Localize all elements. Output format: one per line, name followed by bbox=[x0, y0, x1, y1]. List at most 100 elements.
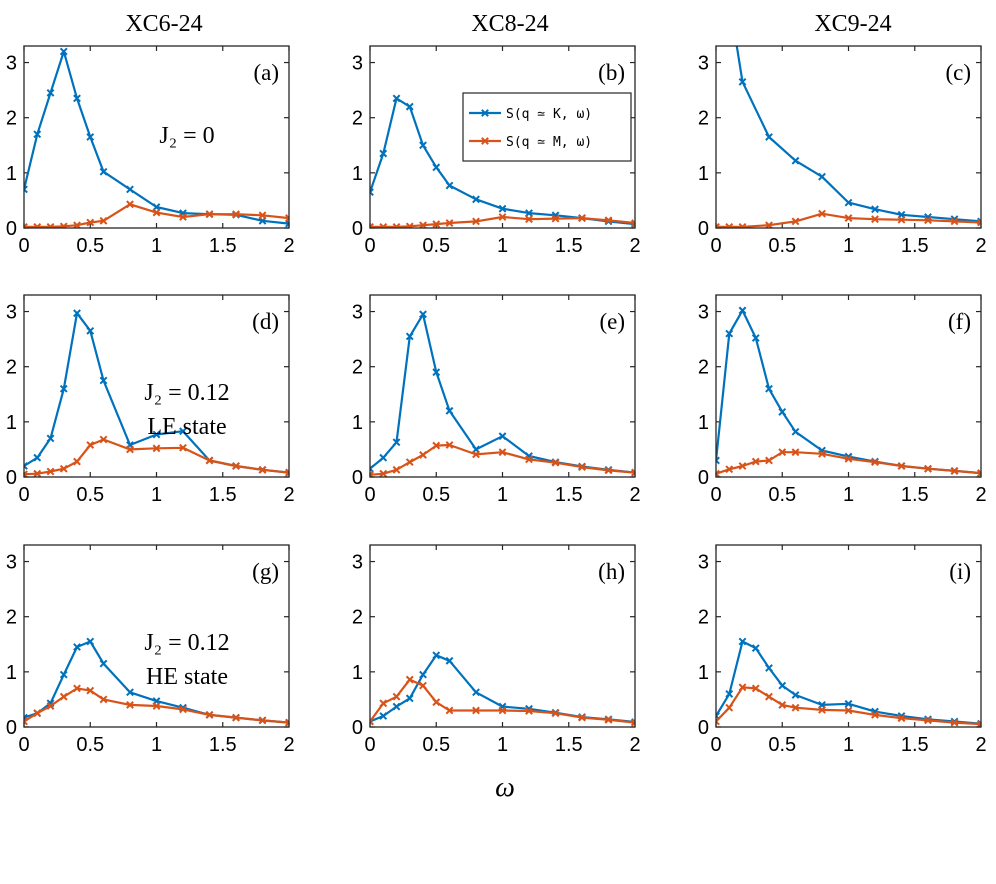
data-point bbox=[498, 204, 507, 213]
data-point bbox=[778, 701, 787, 709]
y-tick-label: 2 bbox=[6, 357, 17, 379]
data-point bbox=[86, 326, 95, 335]
x-tick-label: 2 bbox=[629, 734, 640, 756]
x-tick-label: 0.5 bbox=[76, 484, 104, 506]
data-point bbox=[258, 465, 267, 474]
x-tick-label: 0 bbox=[18, 734, 29, 756]
panel-annotation: J₂ = 0 bbox=[159, 123, 214, 149]
x-tick-label: 1 bbox=[843, 484, 854, 506]
data-point bbox=[46, 222, 55, 228]
x-tick-label: 0.5 bbox=[768, 484, 796, 506]
series-M bbox=[716, 683, 981, 727]
data-point bbox=[977, 218, 981, 227]
x-tick-label: 2 bbox=[975, 484, 986, 506]
data-point bbox=[738, 462, 747, 470]
series-M bbox=[24, 435, 289, 477]
y-tick-label: 3 bbox=[352, 53, 363, 75]
series-line bbox=[716, 212, 981, 228]
data-point bbox=[86, 686, 95, 695]
series-line bbox=[716, 451, 981, 475]
panel-label: (b) bbox=[598, 60, 625, 85]
data-point bbox=[59, 692, 68, 701]
data-point bbox=[818, 172, 826, 181]
x-tick-label: 1 bbox=[497, 734, 508, 756]
panel-b: 0 0.5 1 1.5 2 0 1 2 3 (b) S(q ≃ K, ω) S(q ≃ M, ω) bbox=[352, 45, 641, 257]
y-tick-label: 1 bbox=[352, 662, 363, 684]
x-tick-label: 1.5 bbox=[901, 235, 929, 257]
data-point bbox=[285, 214, 289, 222]
data-point bbox=[498, 448, 507, 457]
data-point bbox=[405, 694, 414, 703]
data-point bbox=[370, 464, 374, 473]
data-point bbox=[99, 167, 108, 176]
data-point bbox=[778, 681, 787, 690]
panel-annotation: J₂ = 0.12 bbox=[144, 380, 229, 406]
data-point bbox=[445, 406, 454, 415]
data-point bbox=[432, 220, 441, 228]
x-tick-label: 0 bbox=[710, 235, 721, 257]
data-point bbox=[24, 185, 28, 194]
data-point bbox=[33, 469, 42, 477]
data-point bbox=[33, 222, 42, 228]
x-tick-label: 0 bbox=[18, 484, 29, 506]
data-point bbox=[791, 448, 800, 457]
data-point bbox=[285, 718, 289, 727]
data-point bbox=[498, 432, 507, 441]
data-point bbox=[24, 462, 28, 470]
data-point bbox=[379, 222, 388, 228]
series-M bbox=[24, 684, 289, 727]
data-point bbox=[46, 702, 55, 710]
data-point bbox=[59, 384, 68, 393]
legend-marker bbox=[481, 109, 489, 117]
data-point bbox=[604, 715, 613, 724]
data-point bbox=[419, 451, 427, 459]
data-point bbox=[844, 198, 853, 207]
x-tick-label: 1.5 bbox=[209, 235, 237, 257]
x-tick-label: 0.5 bbox=[422, 235, 450, 257]
data-point bbox=[370, 188, 374, 197]
data-point bbox=[738, 306, 747, 315]
axes-frame bbox=[369, 294, 636, 478]
legend: S(q ≃ K, ω) S(q ≃ M, ω) bbox=[462, 92, 632, 162]
data-point bbox=[179, 213, 187, 221]
panel-label: (d) bbox=[252, 309, 279, 334]
x-tick-label: 1.5 bbox=[901, 734, 929, 756]
axes-frame bbox=[715, 544, 982, 728]
x-tick-label: 0.5 bbox=[422, 734, 450, 756]
plot-area bbox=[24, 295, 289, 477]
series-M bbox=[716, 448, 981, 477]
x-tick-label: 2 bbox=[975, 734, 986, 756]
series-line bbox=[370, 215, 635, 228]
y-tick-label: 3 bbox=[352, 552, 363, 574]
data-point bbox=[791, 217, 800, 226]
data-point bbox=[716, 456, 720, 465]
data-point bbox=[419, 670, 427, 679]
y-tick-label: 2 bbox=[6, 108, 17, 130]
data-point bbox=[738, 222, 747, 228]
data-point bbox=[205, 210, 214, 219]
data-point bbox=[525, 215, 533, 224]
data-point bbox=[578, 214, 586, 222]
data-point bbox=[604, 216, 613, 225]
x-tick-label: 0 bbox=[710, 734, 721, 756]
data-point bbox=[765, 133, 773, 141]
plot-area bbox=[370, 295, 635, 477]
data-point bbox=[751, 457, 760, 466]
x-tick-label: 1.5 bbox=[555, 734, 583, 756]
data-point bbox=[379, 469, 388, 477]
x-tick-label: 2 bbox=[283, 235, 294, 257]
data-point bbox=[370, 717, 374, 726]
x-tick-label: 2 bbox=[975, 235, 986, 257]
y-tick-label: 0 bbox=[352, 467, 363, 489]
x-tick-label: 0 bbox=[710, 484, 721, 506]
data-point bbox=[392, 94, 401, 103]
y-tick-label: 0 bbox=[698, 467, 709, 489]
data-point bbox=[725, 329, 734, 338]
data-point bbox=[232, 462, 240, 470]
panel-d: 0 0.5 1 1.5 2 0 1 2 3 (d) J₂ = 0.12 LE state bbox=[6, 294, 295, 506]
x-tick-label: 2 bbox=[629, 484, 640, 506]
data-point bbox=[818, 209, 826, 218]
data-point bbox=[445, 441, 454, 449]
panel-label: (i) bbox=[949, 559, 971, 584]
series-M bbox=[370, 675, 635, 727]
